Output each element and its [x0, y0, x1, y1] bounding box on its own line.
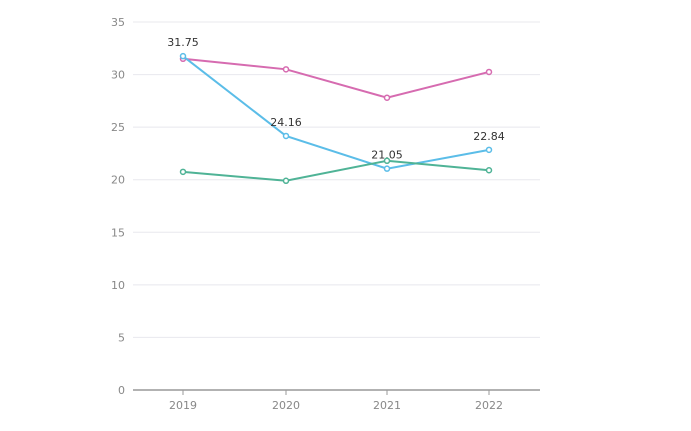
- y-tick-label: 10: [111, 279, 125, 292]
- x-tick-label: 2019: [169, 399, 197, 412]
- series-pink-point: [282, 66, 290, 73]
- series-green-point: [179, 168, 187, 176]
- series-green-point: [282, 177, 290, 185]
- series-pink-line: [182, 57, 490, 99]
- y-tick-label: 35: [111, 16, 125, 29]
- series-blue-point: [485, 146, 493, 154]
- y-tick-label: 25: [111, 121, 125, 134]
- y-tick-label: 30: [111, 69, 125, 82]
- y-tick-label: 20: [111, 174, 125, 187]
- series-blue-point: [179, 52, 187, 60]
- series-green-point: [485, 167, 493, 174]
- x-tick-label: 2022: [475, 399, 503, 412]
- data-label: 22.84: [473, 130, 505, 143]
- data-label: 31.75: [167, 36, 199, 49]
- x-tick-label: 2020: [272, 399, 300, 412]
- y-tick-label: 5: [118, 331, 125, 344]
- series-pink-point: [485, 68, 493, 76]
- y-tick-label: 0: [118, 384, 125, 397]
- y-tick-label: 15: [111, 226, 125, 239]
- series-blue-point: [282, 132, 290, 140]
- series-green-point: [383, 157, 391, 165]
- series-green-line: [182, 159, 490, 182]
- series-blue-point: [383, 165, 391, 172]
- series-pink-point: [383, 94, 391, 101]
- x-tick-label: 2021: [373, 399, 401, 412]
- data-label: 24.16: [270, 116, 302, 129]
- data-label: 21.05: [371, 149, 403, 162]
- series-blue-line: [182, 55, 490, 170]
